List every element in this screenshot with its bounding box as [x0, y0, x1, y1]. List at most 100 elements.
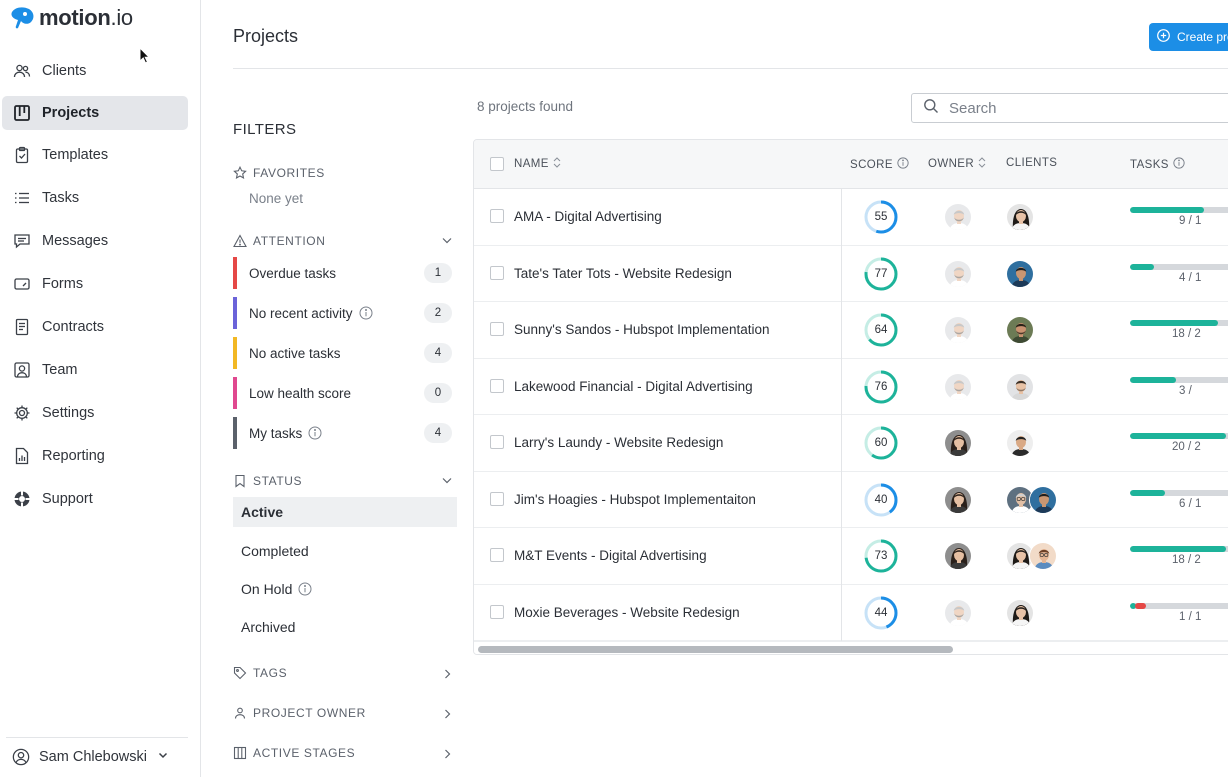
chevron-right-icon[interactable]	[441, 668, 453, 683]
owner-avatar[interactable]	[944, 316, 972, 344]
row-checkbox[interactable]	[490, 265, 504, 280]
sidebar-item-templates[interactable]: Templates	[2, 138, 188, 172]
sidebar-item-contracts[interactable]: Contracts	[2, 310, 188, 344]
chevron-right-icon[interactable]	[441, 708, 453, 723]
column-name[interactable]: NAME	[490, 157, 561, 171]
project-name[interactable]: Sunny's Sandos - Hubspot Implementation	[514, 322, 770, 337]
search-box[interactable]	[911, 93, 1228, 123]
row-checkbox[interactable]	[490, 604, 504, 619]
chevron-down-icon[interactable]	[441, 474, 453, 489]
sidebar-item-tasks[interactable]: Tasks	[2, 181, 188, 215]
status-completed[interactable]: Completed	[233, 536, 457, 566]
project-name[interactable]: Tate's Tater Tots - Website Redesign	[514, 265, 732, 281]
client-avatar[interactable]	[1029, 542, 1057, 570]
column-label: CLIENTS	[1006, 157, 1058, 169]
attention-low-health-score[interactable]: Low health score 0	[233, 377, 453, 409]
table-row[interactable]: Jim's Hoagies - Hubspot Implementaiton 40…	[474, 472, 1228, 528]
user-menu[interactable]: Sam Chlebowski	[12, 748, 169, 766]
sort-icon[interactable]	[553, 157, 561, 171]
tags-header[interactable]: TAGS	[233, 666, 453, 680]
client-avatar[interactable]	[1029, 485, 1057, 514]
sidebar-item-label: Tasks	[42, 190, 80, 206]
project-name[interactable]: Lakewood Financial - Digital Advertising	[514, 378, 753, 394]
attention-header[interactable]: ATTENTION	[233, 234, 453, 248]
table-row[interactable]: Lakewood Financial - Digital Advertising…	[474, 359, 1228, 415]
status-header[interactable]: STATUS	[233, 474, 453, 488]
client-avatar[interactable]	[1006, 542, 1034, 570]
table-row[interactable]: Larry's Laundy - Website Redesign 60 20 / …	[474, 415, 1228, 472]
project-owner-header[interactable]: PROJECT OWNER	[233, 706, 453, 720]
score-ring: 76	[863, 369, 899, 405]
client-avatar[interactable]	[1006, 316, 1034, 344]
sidebar-item-reporting[interactable]: Reporting	[2, 439, 188, 473]
client-avatar[interactable]	[1006, 203, 1034, 231]
project-name[interactable]: Jim's Hoagies - Hubspot Implementaiton	[514, 491, 756, 507]
owner-avatar[interactable]	[944, 372, 972, 401]
column-owner[interactable]: OWNER	[928, 157, 986, 171]
create-project-button[interactable]: Create project	[1149, 23, 1228, 51]
owner-avatar[interactable]	[944, 485, 972, 514]
owner-avatar[interactable]	[944, 598, 972, 627]
sidebar-item-forms[interactable]: Forms	[2, 267, 188, 301]
sidebar-item-projects[interactable]: Projects	[2, 96, 188, 130]
row-checkbox[interactable]	[490, 322, 504, 336]
table-row[interactable]: Moxie Beverages - Website Redesign 44 1 / …	[474, 585, 1228, 641]
project-name[interactable]: Moxie Beverages - Website Redesign	[514, 604, 740, 620]
horizontal-scrollbar[interactable]	[474, 641, 1228, 654]
chevron-down-icon[interactable]	[441, 234, 453, 249]
sidebar-item-settings[interactable]: Settings	[2, 396, 188, 430]
table-row[interactable]: AMA - Digital Advertising 55 9 / 1	[474, 189, 1228, 246]
active-stages-header[interactable]: ACTIVE STAGES	[233, 746, 453, 760]
project-name[interactable]: M&T Events - Digital Advertising	[514, 548, 707, 563]
scrollbar-thumb[interactable]	[478, 646, 953, 653]
color-bar	[233, 257, 237, 289]
table-row[interactable]: Tate's Tater Tots - Website Redesign 77 4 …	[474, 246, 1228, 302]
status-on-hold[interactable]: On Hold	[233, 574, 457, 604]
client-avatar[interactable]	[1006, 372, 1034, 401]
score-value: 44	[874, 606, 888, 619]
count-badge: 4	[424, 343, 452, 363]
project-name[interactable]: Larry's Laundy - Website Redesign	[514, 435, 724, 450]
info-icon[interactable]	[1173, 157, 1185, 172]
logo[interactable]: motion.io	[9, 5, 133, 31]
sidebar-item-team[interactable]: Team	[2, 353, 188, 387]
project-name[interactable]: AMA - Digital Advertising	[514, 209, 662, 224]
score-ring: 77	[863, 256, 899, 292]
info-icon[interactable]	[298, 582, 312, 596]
owner-avatar[interactable]	[944, 542, 972, 570]
select-all-checkbox[interactable]	[490, 157, 504, 171]
table-row[interactable]: Sunny's Sandos - Hubspot Implementation 6…	[474, 302, 1228, 359]
info-icon[interactable]	[308, 426, 322, 440]
info-icon[interactable]	[897, 157, 909, 172]
row-checkbox[interactable]	[490, 209, 504, 223]
info-icon[interactable]	[359, 306, 373, 320]
search-input[interactable]	[949, 99, 1228, 117]
owner-avatar[interactable]	[944, 203, 972, 231]
row-checkbox[interactable]	[490, 378, 504, 393]
sidebar-item-support[interactable]: Support	[2, 482, 188, 516]
owner-avatar[interactable]	[944, 259, 972, 288]
favorites-header[interactable]: FAVORITES	[233, 166, 453, 180]
chevron-right-icon[interactable]	[441, 748, 453, 763]
row-checkbox[interactable]	[490, 435, 504, 449]
task-overdue-fill	[1134, 602, 1146, 609]
row-checkbox[interactable]	[490, 491, 504, 506]
owner-avatar[interactable]	[944, 429, 972, 457]
status-active[interactable]: Active	[233, 497, 457, 527]
attention-label: No recent activity	[249, 305, 353, 321]
client-avatar[interactable]	[1006, 429, 1034, 457]
attention-no-active-tasks[interactable]: No active tasks 4	[233, 337, 453, 369]
attention-no-recent-activity[interactable]: No recent activity 2	[233, 297, 453, 329]
task-count: 18 / 2	[1172, 554, 1201, 566]
status-archived[interactable]: Archived	[233, 612, 457, 642]
table-row[interactable]: M&T Events - Digital Advertising 73 18 / 2	[474, 528, 1228, 585]
client-avatar[interactable]	[1006, 259, 1034, 288]
status-option-label: Active	[241, 504, 284, 520]
sidebar-item-messages[interactable]: Messages	[2, 224, 188, 258]
client-avatar[interactable]	[1006, 598, 1034, 627]
sidebar-item-clients[interactable]: Clients	[2, 54, 188, 88]
sort-icon[interactable]	[978, 157, 986, 171]
attention-overdue-tasks[interactable]: Overdue tasks 1	[233, 257, 453, 289]
attention-my-tasks[interactable]: My tasks 4	[233, 417, 453, 449]
row-checkbox[interactable]	[490, 548, 504, 562]
